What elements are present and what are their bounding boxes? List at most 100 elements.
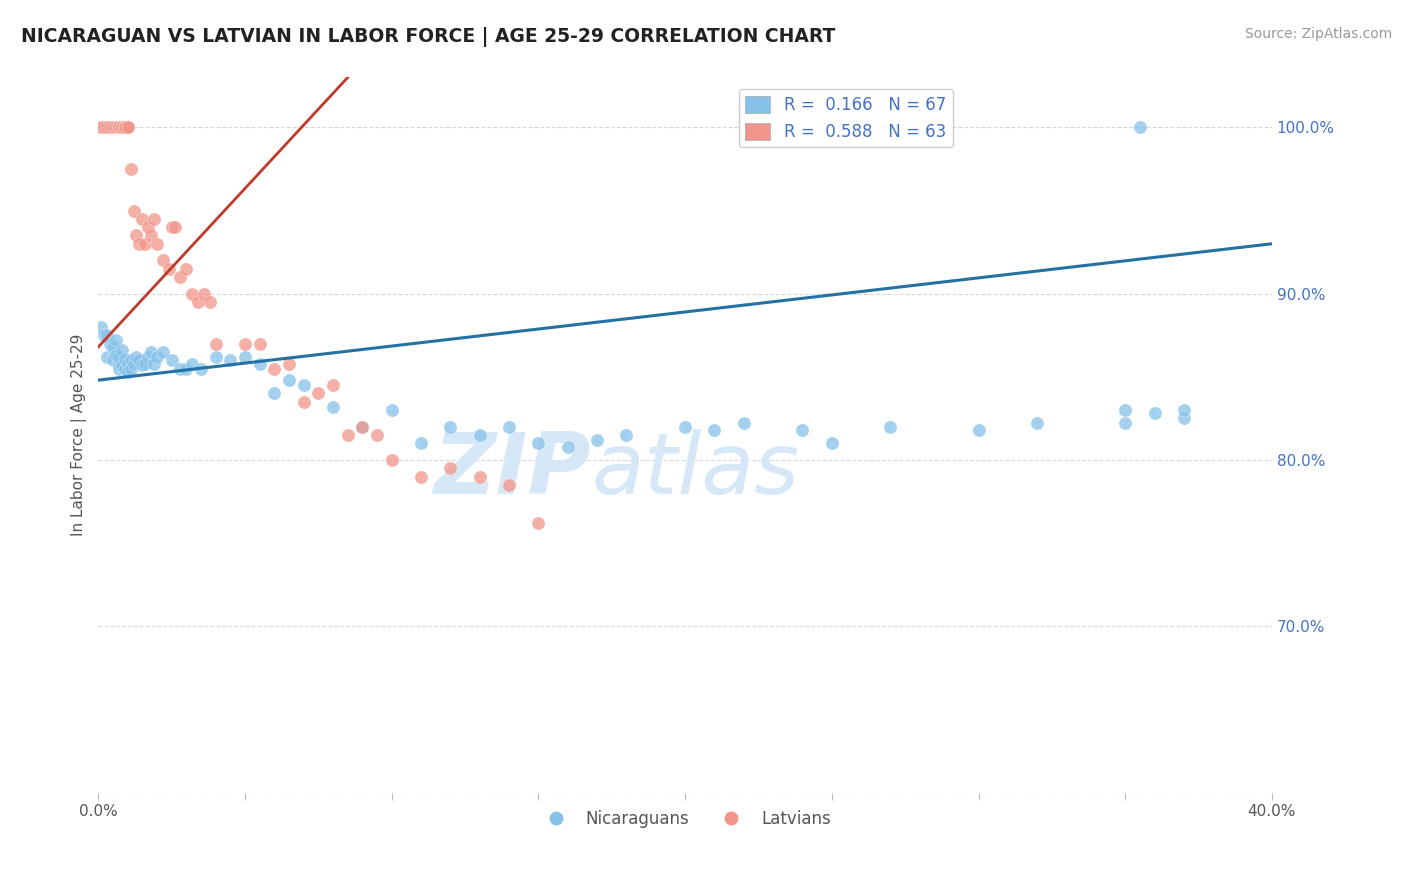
Point bbox=[96, 120, 118, 135]
Point bbox=[233, 336, 256, 351]
Point bbox=[187, 295, 209, 310]
Point bbox=[108, 120, 131, 135]
Point bbox=[439, 461, 461, 475]
Point bbox=[108, 120, 131, 135]
Point bbox=[366, 428, 388, 442]
Point bbox=[821, 436, 844, 450]
Point bbox=[152, 253, 174, 268]
Point bbox=[193, 286, 215, 301]
Point bbox=[733, 417, 755, 431]
Point bbox=[101, 340, 124, 354]
Text: atlas: atlas bbox=[592, 429, 799, 512]
Point bbox=[114, 120, 136, 135]
Point bbox=[111, 120, 134, 135]
Point bbox=[233, 350, 256, 364]
Point bbox=[90, 120, 112, 135]
Point bbox=[557, 440, 579, 454]
Point bbox=[292, 378, 315, 392]
Point bbox=[108, 357, 131, 371]
Point bbox=[263, 361, 285, 376]
Point bbox=[114, 120, 136, 135]
Point bbox=[122, 357, 145, 371]
Point bbox=[219, 353, 242, 368]
Point bbox=[278, 357, 301, 371]
Point bbox=[143, 357, 166, 371]
Point bbox=[104, 333, 127, 347]
Point bbox=[98, 336, 121, 351]
Point bbox=[1129, 120, 1152, 135]
Point bbox=[160, 220, 183, 235]
Point bbox=[101, 120, 124, 135]
Point bbox=[204, 336, 226, 351]
Point bbox=[128, 353, 150, 368]
Point bbox=[114, 120, 136, 135]
Point bbox=[409, 436, 432, 450]
Point bbox=[146, 350, 169, 364]
Point bbox=[163, 220, 186, 235]
Point bbox=[468, 428, 491, 442]
Point bbox=[125, 228, 148, 243]
Point bbox=[111, 358, 134, 372]
Point bbox=[527, 436, 550, 450]
Point bbox=[1173, 411, 1195, 425]
Point bbox=[498, 419, 520, 434]
Text: ZIP: ZIP bbox=[433, 429, 592, 512]
Point bbox=[120, 161, 142, 176]
Point bbox=[98, 120, 121, 135]
Text: NICARAGUAN VS LATVIAN IN LABOR FORCE | AGE 25-29 CORRELATION CHART: NICARAGUAN VS LATVIAN IN LABOR FORCE | A… bbox=[21, 27, 835, 46]
Point bbox=[117, 120, 139, 135]
Point bbox=[101, 120, 124, 135]
Point bbox=[190, 361, 212, 376]
Point bbox=[176, 261, 198, 276]
Point bbox=[101, 353, 124, 368]
Point bbox=[1173, 403, 1195, 417]
Point bbox=[527, 516, 550, 531]
Point bbox=[108, 361, 131, 376]
Point bbox=[111, 343, 134, 358]
Point bbox=[468, 469, 491, 483]
Point bbox=[336, 428, 359, 442]
Point bbox=[1026, 417, 1049, 431]
Point bbox=[128, 236, 150, 251]
Point bbox=[98, 120, 121, 135]
Point bbox=[104, 120, 127, 135]
Point bbox=[352, 419, 374, 434]
Point bbox=[131, 211, 153, 226]
Point bbox=[292, 394, 315, 409]
Point bbox=[278, 373, 301, 387]
Point bbox=[104, 348, 127, 362]
Point bbox=[96, 120, 118, 135]
Point bbox=[146, 236, 169, 251]
Point bbox=[169, 270, 191, 285]
Point bbox=[90, 120, 112, 135]
Point bbox=[96, 350, 118, 364]
Point bbox=[117, 357, 139, 371]
Point bbox=[204, 350, 226, 364]
Point bbox=[96, 328, 118, 343]
Point bbox=[120, 353, 142, 368]
Point bbox=[134, 357, 156, 371]
Point bbox=[114, 351, 136, 366]
Point bbox=[181, 286, 204, 301]
Y-axis label: In Labor Force | Age 25-29: In Labor Force | Age 25-29 bbox=[72, 334, 87, 536]
Point bbox=[1114, 417, 1136, 431]
Point bbox=[93, 120, 115, 135]
Point bbox=[792, 423, 814, 437]
Point bbox=[322, 378, 344, 392]
Point bbox=[108, 120, 131, 135]
Point bbox=[157, 261, 180, 276]
Point bbox=[160, 353, 183, 368]
Point bbox=[152, 344, 174, 359]
Point bbox=[104, 120, 127, 135]
Point bbox=[498, 478, 520, 492]
Point bbox=[673, 419, 696, 434]
Point bbox=[117, 120, 139, 135]
Point bbox=[879, 419, 901, 434]
Point bbox=[381, 453, 404, 467]
Point bbox=[120, 361, 142, 376]
Point bbox=[104, 120, 127, 135]
Point bbox=[439, 419, 461, 434]
Point bbox=[108, 350, 131, 364]
Point bbox=[114, 361, 136, 376]
Point bbox=[122, 203, 145, 218]
